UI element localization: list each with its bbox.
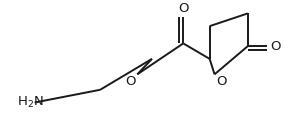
Text: O: O — [125, 75, 135, 88]
Text: O: O — [178, 2, 189, 15]
Text: O: O — [270, 40, 281, 53]
Text: O: O — [216, 75, 227, 88]
Text: H$_2$N: H$_2$N — [17, 95, 44, 110]
